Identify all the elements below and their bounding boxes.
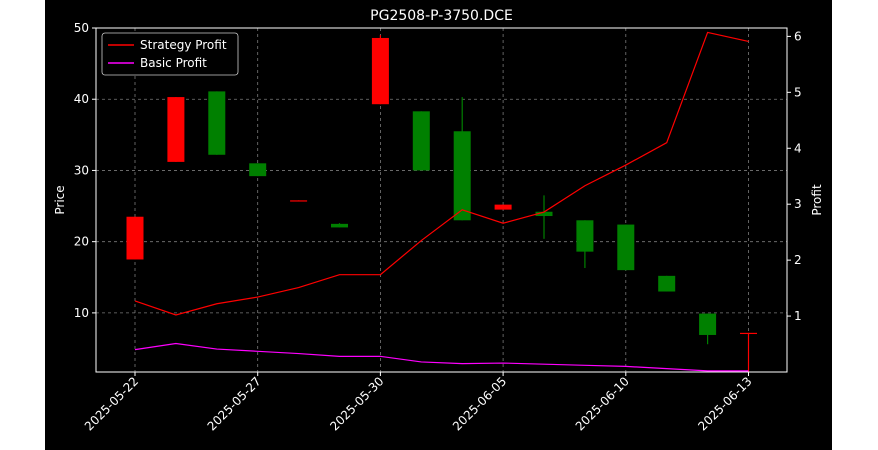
strategy-profit-line bbox=[134, 31, 749, 316]
candle-body bbox=[126, 216, 144, 260]
y-left-tick-label: 10 bbox=[74, 306, 89, 320]
candle-body bbox=[699, 313, 717, 335]
y-right-tick-label: 6 bbox=[794, 29, 802, 43]
y-right-tick-label: 1 bbox=[794, 309, 802, 323]
candle-body bbox=[740, 332, 757, 335]
legend-label: Strategy Profit bbox=[140, 38, 227, 52]
x-tick-label: 2025-06-13 bbox=[695, 374, 754, 433]
candle-body bbox=[249, 163, 267, 177]
y-left-tick-label: 30 bbox=[74, 163, 89, 177]
y-right-tick-label: 2 bbox=[794, 253, 802, 267]
candle-body bbox=[494, 204, 512, 210]
candle-body bbox=[331, 223, 348, 228]
candle-body bbox=[412, 111, 430, 171]
candle-body bbox=[453, 131, 471, 221]
candle-body bbox=[167, 97, 185, 162]
x-tick-label: 2025-06-10 bbox=[573, 374, 632, 433]
basic-profit-line bbox=[134, 342, 749, 372]
candle-body bbox=[535, 211, 553, 217]
candle-body bbox=[208, 91, 226, 155]
x-tick-label: 2025-05-22 bbox=[82, 374, 141, 433]
y-right-tick-label: 4 bbox=[794, 141, 802, 155]
y-right-axis-label: Profit bbox=[810, 184, 824, 216]
y-right-tick-label: 3 bbox=[794, 197, 802, 211]
y-right-tick-label: 5 bbox=[794, 85, 802, 99]
chart-title: PG2508-P-3750.DCE bbox=[370, 8, 513, 24]
candlestick-profit-chart: 10 20 30 40 50 1 2 3 4 5 6 2025-05-22 2025-05-27 2025… bbox=[53, 8, 824, 433]
y-left-axis-label: Price bbox=[53, 185, 67, 214]
candle-body bbox=[576, 220, 594, 252]
x-tick-label: 2025-06-05 bbox=[450, 374, 509, 433]
candle-body bbox=[290, 200, 308, 202]
y-left-tick-label: 40 bbox=[74, 92, 89, 106]
x-tick-label: 2025-05-27 bbox=[205, 374, 264, 433]
chart-figure: 10 20 30 40 50 1 2 3 4 5 6 2025-05-22 2025-05-27 2025… bbox=[45, 0, 832, 450]
candle-body bbox=[371, 37, 389, 105]
y-left-tick-label: 20 bbox=[74, 235, 89, 249]
x-tick-label: 2025-05-30 bbox=[327, 374, 386, 433]
legend-box bbox=[101, 32, 239, 76]
legend-label: Basic Profit bbox=[140, 56, 207, 70]
candle-body bbox=[617, 224, 635, 271]
plot-frame bbox=[95, 27, 788, 373]
candle-body bbox=[658, 275, 676, 292]
y-left-tick-label: 50 bbox=[74, 21, 89, 35]
